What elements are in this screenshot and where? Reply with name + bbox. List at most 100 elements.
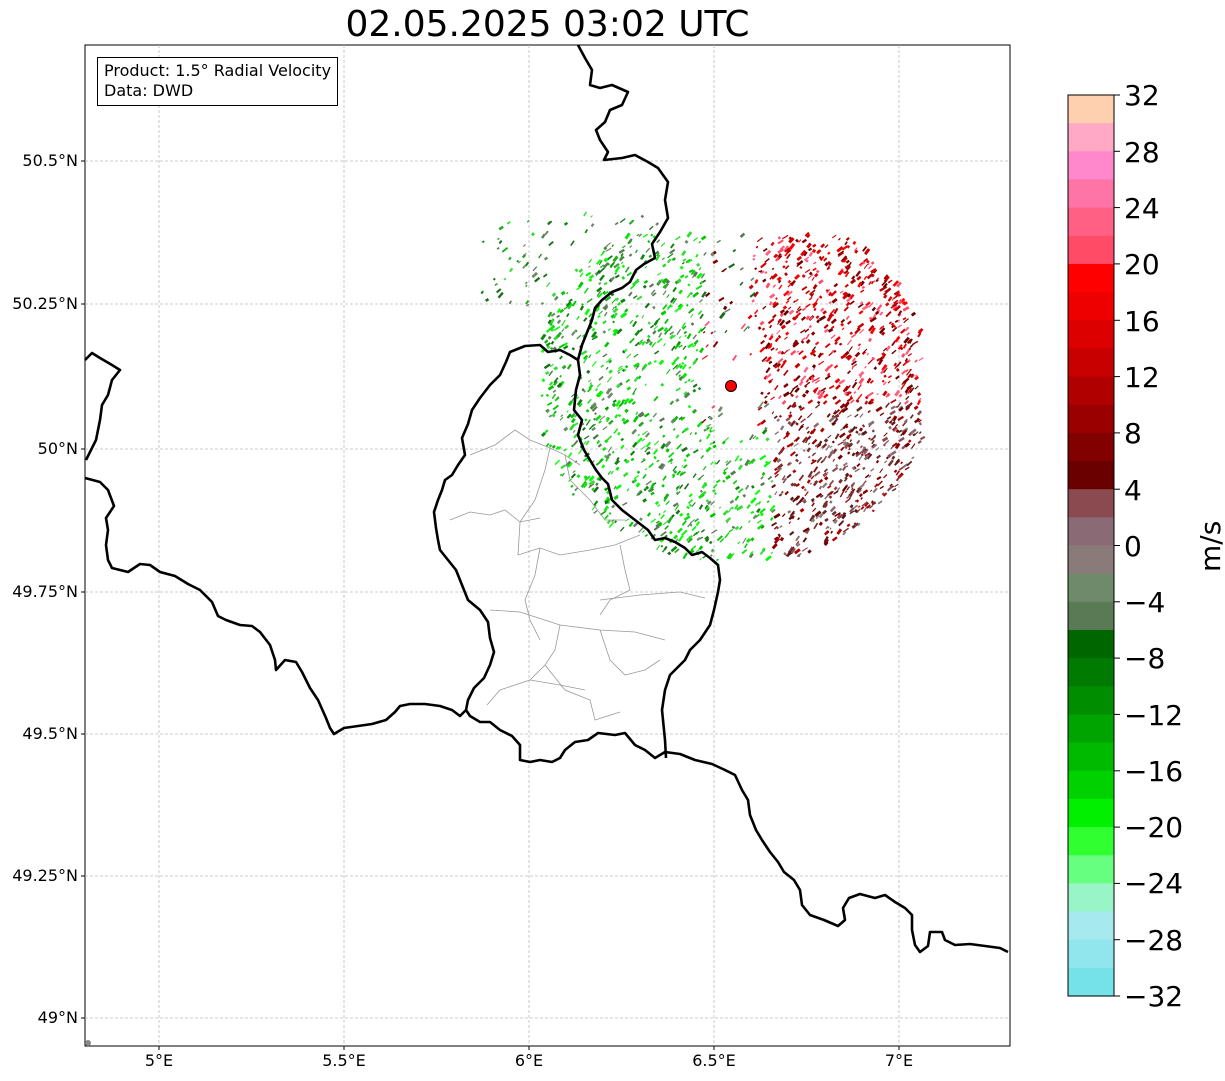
velocity-echo	[774, 491, 778, 496]
velocity-echo	[903, 301, 908, 306]
velocity-echo	[840, 511, 847, 519]
velocity-echo	[838, 478, 843, 484]
velocity-echo	[628, 291, 633, 297]
colorbar-swatch	[1068, 883, 1114, 913]
velocity-echo	[721, 440, 726, 445]
velocity-echo	[745, 538, 751, 543]
velocity-echo	[890, 450, 897, 456]
velocity-echo	[646, 512, 652, 517]
velocity-echo	[682, 464, 688, 469]
velocity-echo	[823, 257, 828, 262]
velocity-echo	[774, 473, 779, 478]
velocity-echo	[792, 384, 799, 390]
velocity-echo	[682, 520, 687, 526]
velocity-echo	[886, 415, 892, 420]
velocity-echo	[699, 489, 703, 493]
district-border	[449, 509, 541, 523]
velocity-echo	[578, 268, 584, 273]
velocity-echo	[750, 537, 755, 542]
velocity-echo	[804, 389, 810, 395]
velocity-echo	[808, 376, 813, 381]
velocity-echo	[492, 277, 496, 281]
velocity-echo	[672, 465, 677, 472]
velocity-echo	[861, 430, 868, 436]
velocity-echo	[674, 343, 681, 350]
velocity-echo	[824, 517, 829, 522]
velocity-echo	[765, 555, 772, 562]
velocity-echo	[883, 294, 888, 299]
velocity-echo	[785, 319, 791, 325]
velocity-echo	[725, 460, 732, 467]
velocity-echo	[656, 544, 661, 551]
velocity-echo	[794, 362, 801, 369]
velocity-echo	[627, 398, 634, 404]
velocity-echo	[596, 259, 602, 265]
velocity-echo	[783, 309, 790, 316]
velocity-echo	[859, 301, 864, 306]
velocity-echo	[692, 359, 698, 365]
velocity-echo	[761, 356, 768, 362]
velocity-echo	[804, 491, 809, 497]
velocity-echo	[636, 490, 642, 497]
velocity-echo	[700, 326, 706, 332]
velocity-echo	[688, 366, 692, 369]
velocity-echo	[750, 497, 757, 504]
velocity-echo	[566, 291, 569, 295]
velocity-echo	[635, 365, 640, 370]
velocity-echo	[596, 439, 601, 445]
velocity-echo	[605, 357, 612, 364]
velocity-echo	[883, 474, 888, 479]
velocity-echo	[900, 352, 906, 358]
velocity-echo	[787, 290, 793, 297]
velocity-echo	[823, 536, 829, 543]
velocity-echo	[799, 507, 805, 513]
velocity-echo	[842, 462, 848, 467]
colorbar-tick-label: 32	[1124, 79, 1160, 112]
velocity-echo	[884, 439, 890, 445]
velocity-echo	[818, 255, 823, 260]
velocity-echo	[751, 484, 755, 489]
map-frame	[84, 44, 1011, 1047]
district-border	[489, 609, 666, 641]
velocity-echo	[635, 411, 639, 416]
colorbar-swatch	[1068, 292, 1114, 321]
velocity-echo	[740, 323, 746, 330]
velocity-echo	[818, 521, 823, 526]
velocity-echo	[917, 332, 922, 338]
velocity-echo	[836, 246, 844, 253]
velocity-echo	[603, 246, 608, 251]
velocity-echo	[660, 442, 667, 450]
velocity-echo	[915, 417, 921, 423]
colorbar-swatch	[1068, 658, 1114, 687]
velocity-echo	[682, 345, 687, 351]
velocity-echo	[747, 520, 751, 524]
velocity-echo	[858, 371, 865, 377]
velocity-echo	[599, 274, 605, 282]
velocity-echo	[803, 251, 808, 257]
velocity-echo	[851, 487, 854, 491]
velocity-echo	[840, 520, 845, 525]
velocity-echo	[676, 470, 682, 476]
velocity-echo	[893, 299, 899, 305]
velocity-echo	[834, 433, 840, 440]
velocity-echo	[611, 298, 617, 304]
velocity-echo	[890, 322, 895, 327]
velocity-echo	[650, 482, 655, 487]
velocity-echo	[822, 455, 828, 462]
colorbar-unit-label: m/s	[1194, 520, 1225, 572]
velocity-echo	[662, 475, 667, 481]
velocity-echo	[805, 290, 810, 295]
velocity-echo	[756, 422, 762, 427]
velocity-echo	[739, 267, 744, 271]
velocity-echo	[754, 280, 759, 285]
velocity-echo	[522, 252, 527, 257]
velocity-echo	[812, 243, 817, 248]
velocity-echo	[812, 353, 817, 357]
velocity-echo	[882, 347, 887, 352]
velocity-echo	[662, 304, 668, 310]
velocity-echo	[670, 305, 673, 308]
velocity-echo	[604, 452, 612, 460]
velocity-echo	[892, 306, 897, 311]
velocity-echo	[898, 429, 903, 434]
velocity-echo	[848, 346, 853, 352]
